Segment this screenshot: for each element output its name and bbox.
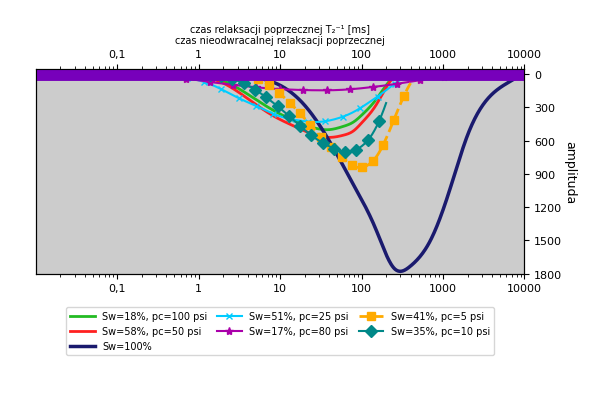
Legend: Sw=18%, pc=100 psi, Sw=58%, pc=50 psi, Sw=100%, Sw=51%, pc=25 psi, Sw=17%, pc=80: Sw=18%, pc=100 psi, Sw=58%, pc=50 psi, S… [66, 308, 494, 355]
X-axis label: czas relaksacji poprzecznej T₂⁻¹ [ms]
czas nieodwracalnej relaksacji poprzecznej: czas relaksacji poprzecznej T₂⁻¹ [ms] cz… [175, 25, 385, 46]
Y-axis label: amplituda: amplituda [563, 140, 576, 203]
